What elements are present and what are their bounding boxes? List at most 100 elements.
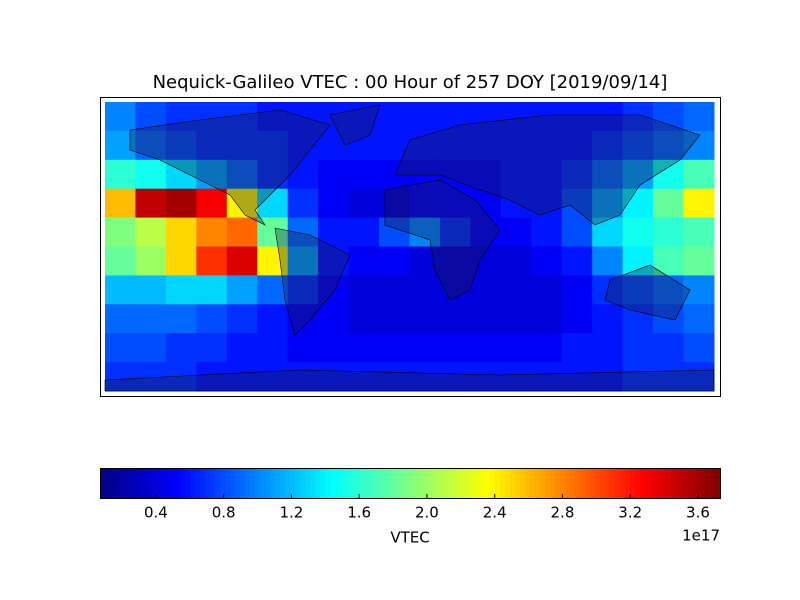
colorbar-swatch — [510, 468, 516, 498]
heatmap-cell — [561, 130, 593, 161]
colorbar-swatch — [490, 468, 496, 498]
heatmap-cell — [348, 188, 380, 219]
heatmap-cell — [653, 333, 685, 363]
colorbar-swatch — [410, 468, 416, 498]
colorbar-swatch — [185, 468, 191, 498]
heatmap-cell — [226, 275, 258, 305]
heatmap-cell — [500, 217, 532, 247]
heatmap-cell — [561, 217, 593, 247]
colorbar-swatch — [675, 468, 681, 498]
colorbar-swatch — [140, 468, 146, 498]
colorbar-swatch — [125, 468, 131, 498]
heatmap-cell — [561, 304, 593, 334]
colorbar-swatch — [170, 468, 176, 498]
heatmap-cell — [379, 102, 410, 132]
heatmap-cell — [257, 304, 289, 334]
colorbar-swatch — [645, 468, 651, 498]
heatmap-cell — [318, 275, 350, 305]
heatmap-cell — [348, 159, 380, 190]
heatmap-cell — [561, 275, 593, 305]
heatmap-cell — [318, 246, 350, 276]
heatmap-cell — [592, 188, 624, 219]
colorbar-swatch — [685, 468, 691, 498]
heatmap-cell — [348, 246, 380, 276]
colorbar-swatch — [180, 468, 186, 498]
heatmap-cell — [531, 130, 563, 161]
heatmap-cell — [348, 362, 380, 392]
colorbar-tick-label: 0.8 — [212, 504, 236, 522]
heatmap-cell — [470, 304, 502, 334]
colorbar-swatch — [320, 468, 326, 498]
heatmap-cell — [287, 362, 319, 392]
heatmap-cell — [287, 333, 319, 363]
heatmap-cell — [683, 362, 715, 392]
heatmap-cell — [257, 246, 289, 276]
colorbar-swatch — [135, 468, 141, 498]
colorbar-swatch — [465, 468, 471, 498]
heatmap-cell — [622, 102, 654, 132]
colorbar-swatch — [525, 468, 531, 498]
heatmap-cell — [439, 333, 471, 363]
heatmap-cell — [348, 275, 380, 305]
colorbar-swatch — [155, 468, 161, 498]
colorbar-swatch — [105, 468, 111, 498]
colorbar-swatch — [715, 468, 721, 498]
colorbar-swatch — [200, 468, 206, 498]
colorbar-swatch — [470, 468, 476, 498]
heatmap-cell — [439, 188, 471, 219]
colorbar-swatch — [565, 468, 571, 498]
colorbar-swatch — [650, 468, 656, 498]
colorbar-swatch — [355, 468, 361, 498]
colorbar-swatch — [270, 468, 276, 498]
heatmap-cell — [653, 362, 685, 392]
heatmap — [105, 102, 715, 392]
colorbar-tick-label: 2.0 — [415, 504, 439, 522]
colorbar-swatch — [345, 468, 351, 498]
heatmap-cell — [592, 333, 624, 363]
colorbar-swatch — [505, 468, 511, 498]
heatmap-cell — [439, 217, 471, 247]
heatmap-cell — [226, 333, 258, 363]
colorbar-swatch — [560, 468, 566, 498]
heatmap-cell — [683, 304, 715, 334]
colorbar-swatch — [610, 468, 616, 498]
heatmap-cell — [653, 246, 685, 276]
colorbar-swatch — [325, 468, 331, 498]
heatmap-cell — [531, 362, 563, 392]
heatmap-cell — [409, 275, 441, 305]
colorbar-swatch — [195, 468, 201, 498]
heatmap-cell — [318, 130, 350, 161]
colorbar-swatch — [640, 468, 646, 498]
heatmap-cell — [683, 102, 715, 132]
heatmap-cell — [592, 304, 624, 334]
heatmap-cell — [165, 159, 197, 190]
heatmap-cell — [379, 275, 410, 305]
heatmap-cell — [287, 304, 319, 334]
colorbar-swatch — [120, 468, 126, 498]
heatmap-cell — [500, 362, 532, 392]
colorbar-swatch — [605, 468, 611, 498]
colorbar-swatch — [130, 468, 136, 498]
colorbar-swatch — [460, 468, 466, 498]
heatmap-cell — [683, 217, 715, 247]
colorbar-swatch — [615, 468, 621, 498]
heatmap-cell — [500, 275, 532, 305]
heatmap-cell — [439, 304, 471, 334]
heatmap-cell — [592, 159, 624, 190]
colorbar-swatch — [265, 468, 271, 498]
heatmap-cell — [348, 217, 380, 247]
colorbar-swatch — [330, 468, 336, 498]
continent — [384, 179, 501, 301]
heatmap-cell — [105, 102, 136, 132]
heatmap-cell — [196, 159, 228, 190]
colorbar-swatch — [275, 468, 281, 498]
heatmap-cell — [470, 130, 502, 161]
colorbar-swatch — [380, 468, 386, 498]
heatmap-cell — [409, 159, 441, 190]
heatmap-cell — [653, 130, 685, 161]
heatmap-cell — [318, 304, 350, 334]
colorbar-swatch — [300, 468, 306, 498]
heatmap-cell — [196, 130, 228, 161]
heatmap-cell — [439, 130, 471, 161]
